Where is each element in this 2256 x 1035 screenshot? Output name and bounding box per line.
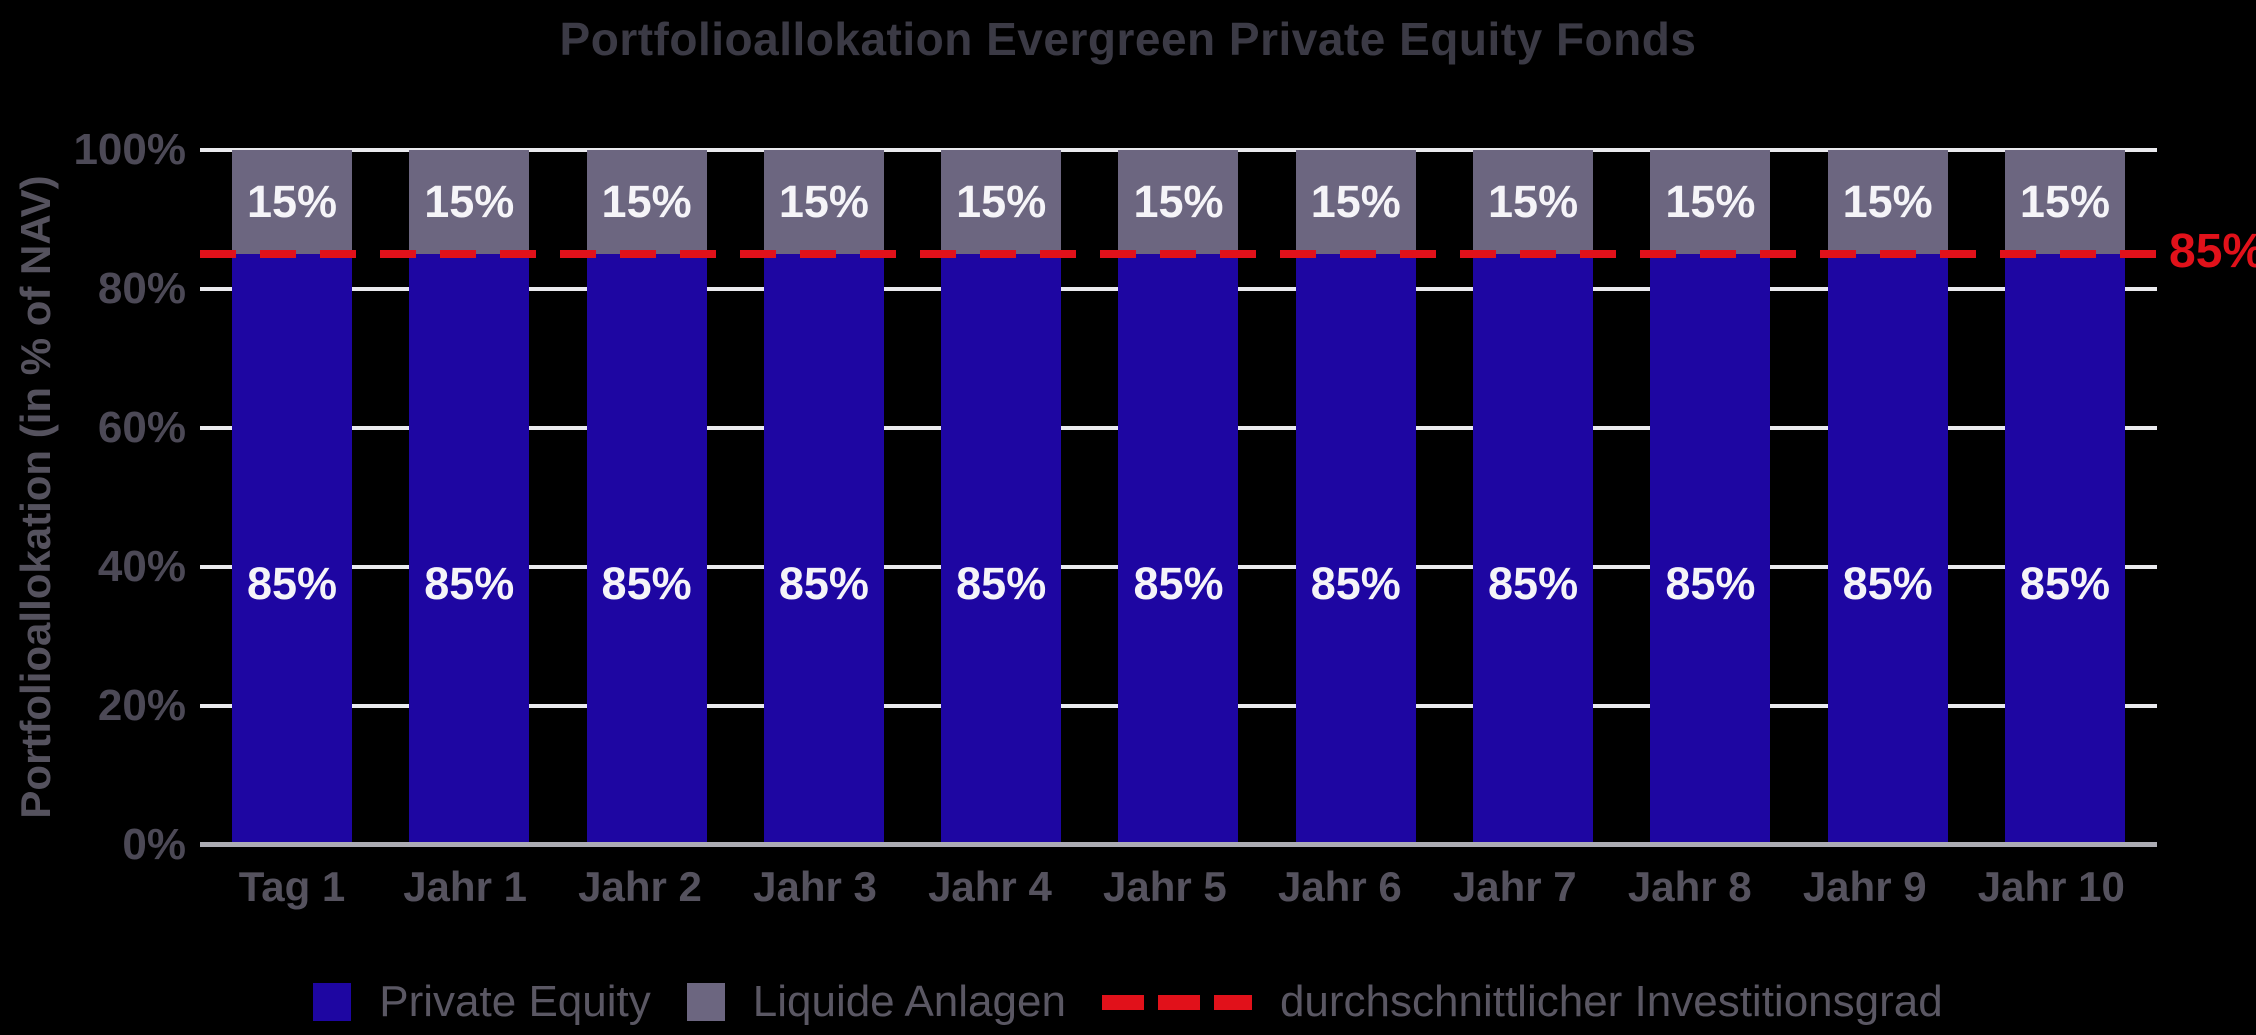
private-equity-segment: 85%	[1473, 254, 1594, 845]
bar-group: 15% 85%	[409, 150, 530, 845]
legend-label-investitionsgrad: durchschnittlicher Investitionsgrad	[1279, 977, 1943, 1026]
private-equity-segment: 85%	[763, 254, 884, 845]
bar-value-label: 15%	[2019, 176, 2110, 228]
legend-label-liquide-anlagen: Liquide Anlagen	[752, 977, 1066, 1026]
legend-item-private-equity: Private Equity	[313, 977, 651, 1027]
y-tick-label: 0%	[122, 820, 186, 869]
reference-value-label: 85%	[2169, 225, 2256, 278]
bar-group: 15% 85%	[763, 150, 884, 845]
y-axis-ticks: 100% 80% 60% 40% 20% 0%	[73, 125, 2157, 869]
private-equity-segment: 85%	[2004, 254, 2125, 845]
bar-value-label: 85%	[424, 557, 515, 609]
x-tick-label: Jahr 1	[403, 863, 527, 910]
bar-group: 15% 85%	[1650, 150, 1771, 845]
private-equity-segment: 85%	[409, 254, 530, 845]
legend: Private Equity Liquide Anlagen durchschn…	[0, 977, 2256, 1027]
private-equity-segment: 85%	[586, 254, 707, 845]
private-equity-segment: 85%	[232, 254, 352, 845]
bar-group: 15% 85%	[1473, 150, 1594, 845]
private-equity-segment: 85%	[941, 254, 1062, 845]
bar-group: 15% 85%	[1295, 150, 1416, 845]
bar-value-label: 15%	[956, 176, 1047, 228]
liquide-anlagen-segment: 15%	[1827, 150, 1948, 255]
bar-group: 15% 85%	[232, 150, 352, 845]
bar-value-label: 15%	[1133, 176, 1224, 228]
legend-dashed-line-icon	[1101, 994, 1252, 1010]
bar-value-label: 85%	[778, 557, 869, 609]
x-tick-label: Tag 1	[238, 863, 346, 910]
x-tick-label: Jahr 8	[1627, 863, 1752, 910]
bar-value-label: 85%	[1842, 557, 1933, 609]
bar-value-label: 15%	[424, 176, 515, 228]
legend-item-liquide-anlagen: Liquide Anlagen	[686, 977, 1066, 1027]
bar-value-label: 85%	[601, 557, 692, 609]
x-tick-label: Jahr 10	[1977, 863, 2125, 910]
liquide-anlagen-segment: 15%	[941, 150, 1062, 255]
bar-group: 15% 85%	[586, 150, 707, 845]
liquide-anlagen-segment: 15%	[2004, 150, 2125, 255]
y-axis-title: Portfolioallokation (in % of NAV)	[12, 175, 59, 819]
x-tick-label: Jahr 5	[1103, 863, 1227, 910]
y-tick-label: 20%	[97, 681, 186, 730]
bar-value-label: 85%	[1665, 557, 1756, 609]
bar-value-label: 85%	[1133, 557, 1224, 609]
bar-value-label: 85%	[2019, 557, 2110, 609]
liquide-anlagen-segment: 15%	[586, 150, 707, 255]
liquide-anlagen-segment: 15%	[1118, 150, 1239, 255]
liquide-anlagen-segment: 15%	[1473, 150, 1594, 255]
liquide-anlagen-segment: 15%	[1295, 150, 1416, 255]
bar-value-label: 85%	[956, 557, 1047, 609]
liquide-anlagen-segment: 15%	[1650, 150, 1771, 255]
plot-area: 100% 80% 60% 40% 20% 0% 15% 85% 15% 85% 15% 85% 15%…	[73, 125, 2256, 869]
x-tick-label: Jahr 4	[928, 863, 1052, 910]
x-axis-line	[200, 842, 2157, 847]
legend-label-private-equity: Private Equity	[379, 977, 651, 1026]
private-equity-segment: 85%	[1827, 254, 1948, 845]
bar-value-label: 15%	[778, 176, 869, 228]
y-tick-label: 80%	[97, 264, 186, 313]
bar-value-label: 15%	[1488, 176, 1579, 228]
x-axis-ticks: Tag 1 Jahr 1 Jahr 2 Jahr 3 Jahr 4 Jahr 5 Jahr …	[200, 863, 2157, 911]
bar-value-label: 85%	[246, 557, 338, 609]
bar-value-label: 15%	[1842, 176, 1933, 228]
bar-value-label: 85%	[1488, 557, 1579, 609]
bar-group: 15% 85%	[941, 150, 1062, 845]
liquide-anlagen-segment: 15%	[409, 150, 530, 255]
x-tick-label: Jahr 9	[1802, 863, 1927, 910]
bar-value-label: 15%	[1310, 176, 1401, 228]
bar-value-label: 15%	[246, 176, 338, 228]
x-tick-label: Jahr 6	[1277, 863, 1402, 910]
private-equity-segment: 85%	[1295, 254, 1416, 845]
bar-value-label: 85%	[1310, 557, 1401, 609]
liquide-anlagen-segment: 15%	[232, 150, 352, 255]
bar-group: 15% 85%	[1118, 150, 1239, 845]
bar-group: 15% 85%	[1827, 150, 1948, 845]
legend-marker-liquide-anlagen	[686, 983, 725, 1021]
y-tick-label: 100%	[73, 125, 186, 174]
bar-value-label: 15%	[1665, 176, 1756, 228]
chart-title: Portfolioallokation Evergreen Private Eq…	[559, 13, 1697, 65]
bar-value-label: 15%	[601, 176, 692, 228]
bar-group: 15% 85%	[2004, 150, 2125, 845]
reference-dashed-line	[200, 250, 2157, 259]
x-tick-label: Jahr 2	[578, 863, 702, 910]
legend-item-investitionsgrad: durchschnittlicher Investitionsgrad	[1101, 977, 1943, 1027]
y-tick-label: 60%	[97, 403, 186, 452]
private-equity-segment: 85%	[1118, 254, 1239, 845]
legend-marker-private-equity	[313, 983, 352, 1021]
liquide-anlagen-segment: 15%	[763, 150, 884, 255]
x-tick-label: Jahr 7	[1452, 863, 1577, 910]
private-equity-segment: 85%	[1650, 254, 1771, 845]
x-tick-label: Jahr 3	[753, 863, 877, 910]
y-tick-label: 40%	[97, 542, 186, 591]
bar-series: 15% 85% 15% 85% 15% 85% 15% 85% 15% 85% 15% 85% 15% 8…	[200, 150, 2157, 845]
